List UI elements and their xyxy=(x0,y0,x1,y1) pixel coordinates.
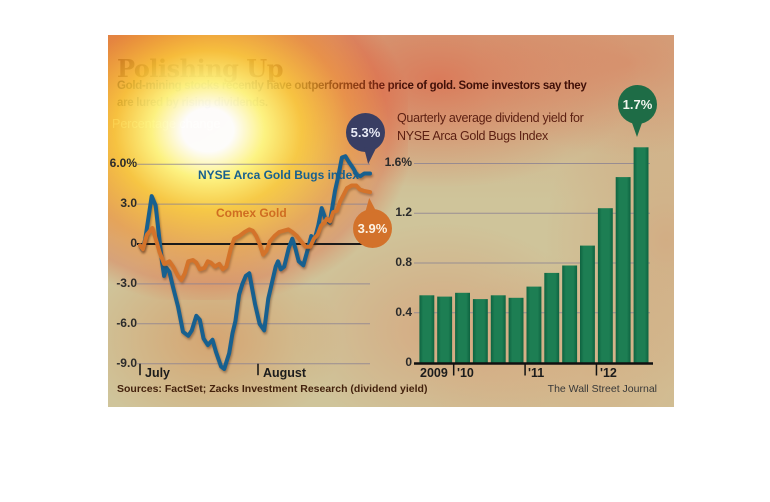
line-chart-group xyxy=(137,154,372,376)
bar-chart-group xyxy=(414,147,653,376)
charts-canvas xyxy=(137,147,653,376)
wsj-gold-graphic: Polishing Up Gold-mining stocks recently… xyxy=(108,35,674,407)
